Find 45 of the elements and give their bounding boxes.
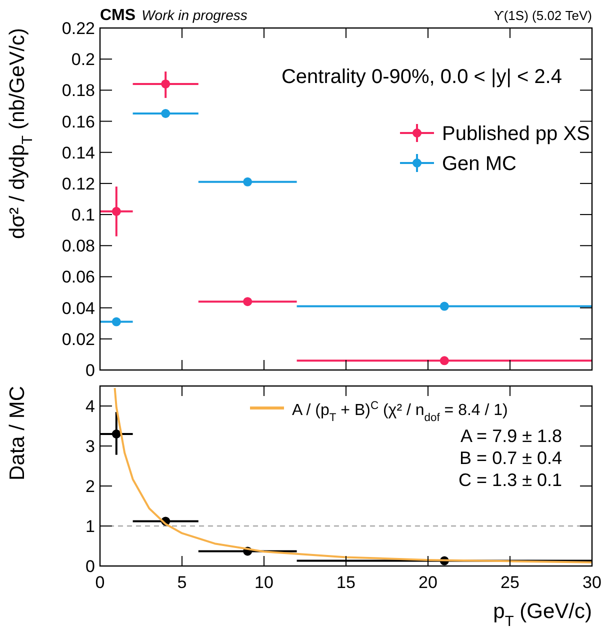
legend-label: Published pp XS (442, 123, 590, 145)
x-tick-label: 20 (418, 573, 438, 592)
chart-subtitle: Work in progress (142, 7, 248, 23)
y-tick-label: 2 (86, 477, 95, 496)
annotation: Centrality 0-90%, 0.0 < |y| < 2.4 (281, 66, 562, 88)
point (112, 430, 121, 438)
x-tick-label: 10 (254, 573, 274, 592)
y-tick-label: 0.22 (62, 19, 95, 38)
point (243, 177, 252, 186)
y-tick-label: 0.04 (62, 298, 95, 318)
point (243, 297, 252, 306)
chart-title: CMS (100, 7, 136, 24)
y-tick-label: 0 (86, 557, 95, 576)
y-tick-label: 3 (86, 437, 95, 456)
x-tick-label: 30 (582, 573, 602, 592)
y-tick-label: 0.02 (62, 330, 95, 349)
y-tick-label: 0.1 (71, 206, 95, 225)
y-tick-label: 0.16 (62, 112, 95, 132)
annotation: B = 0.7 ± 0.4 (460, 448, 562, 468)
point (440, 356, 449, 366)
y-tick-label: 0.06 (62, 268, 95, 287)
y-tick-label: 0.12 (62, 174, 95, 194)
x-tick-label: 15 (336, 573, 356, 592)
y-tick-label: 0.14 (62, 143, 95, 162)
point (112, 317, 121, 326)
y-axis-title: Data / MC (6, 386, 29, 481)
x-tick-label: 25 (500, 573, 520, 592)
y-tick-label: 4 (86, 397, 95, 416)
x-tick-label: 5 (177, 573, 187, 592)
point (112, 206, 121, 216)
y-tick-label: 0.08 (62, 236, 95, 256)
point (440, 302, 449, 311)
legend-label: Gen MC (442, 153, 516, 175)
y-tick-label: 0.18 (62, 81, 95, 100)
y-tick-label: 0.2 (71, 50, 95, 70)
text: ϒ(1S) (5.02 TeV) (494, 8, 592, 23)
legend-label: A / (p$_{T}$ + B)$^{C}$ (χ² / n$_{dof}$ = 8.4 / 1) (292, 400, 508, 424)
line-series (114, 387, 593, 564)
annotation: A = 7.9 ± 1.8 (460, 426, 562, 446)
y-tick-label: 0 (86, 361, 95, 380)
point (161, 109, 170, 118)
annotation: C = 1.3 ± 0.1 (458, 470, 562, 490)
point (161, 79, 170, 88)
x-axis-title: p$_{T}$ (GeV/c) (493, 600, 592, 630)
y-tick-label: 1 (86, 517, 95, 536)
